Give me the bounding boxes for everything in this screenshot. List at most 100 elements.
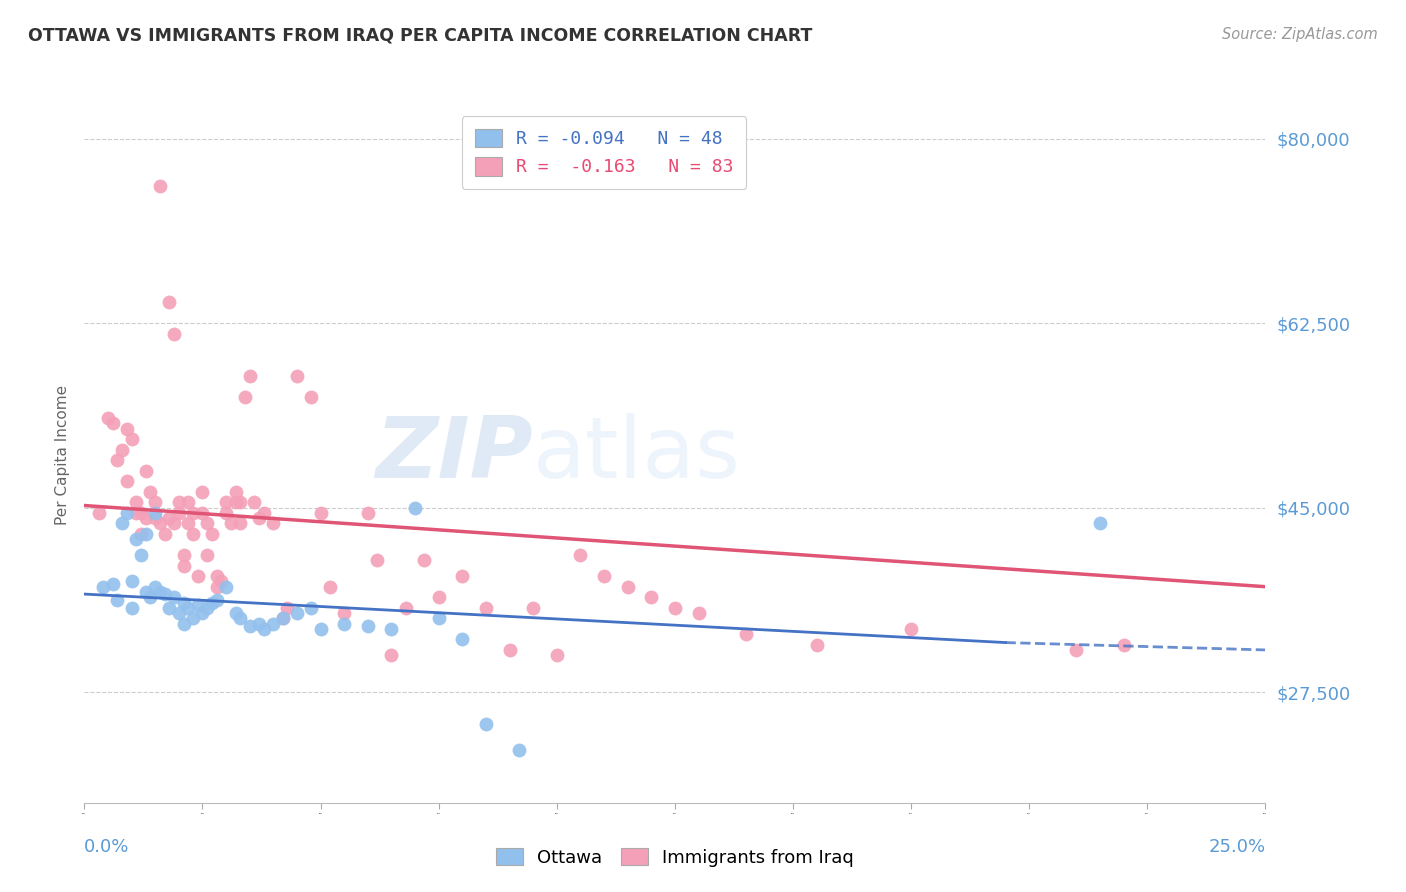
Y-axis label: Per Capita Income: Per Capita Income [55,384,70,525]
Point [195,516,218,531]
Point [125,533,148,547]
Point [177,600,200,615]
Point [806,638,828,652]
Point [101,576,124,591]
Point [87,506,110,520]
Point [195,600,218,615]
Text: atlas: atlas [533,413,741,497]
Point [1066,643,1088,657]
Point [101,417,124,431]
Point [135,585,157,599]
Point [129,548,152,562]
Point [135,464,157,478]
Point [181,506,204,520]
Point [404,500,426,515]
Point [173,616,195,631]
Point [111,442,134,457]
Point [225,606,247,620]
Point [181,527,204,541]
Point [357,618,380,632]
Point [157,600,180,615]
Point [451,632,474,647]
Point [163,516,186,531]
Point [271,611,294,625]
Point [177,495,200,509]
Point [139,591,162,605]
Point [129,506,152,520]
Point [546,648,568,663]
Point [247,616,270,631]
Point [121,432,143,446]
Point [276,600,298,615]
Point [271,611,294,625]
Point [139,484,162,499]
Point [115,421,138,435]
Point [201,595,224,609]
Point [616,580,638,594]
Point [125,495,148,509]
Point [299,600,322,615]
Point [205,569,228,583]
Point [115,506,138,520]
Point [191,484,214,499]
Text: 0.0%: 0.0% [84,838,129,856]
Point [1112,638,1135,652]
Point [498,643,520,657]
Point [593,569,616,583]
Point [153,527,176,541]
Point [262,516,284,531]
Point [333,606,356,620]
Point [143,495,166,509]
Point [380,648,402,663]
Point [167,506,190,520]
Point [149,179,172,194]
Point [149,585,172,599]
Text: OTTAWA VS IMMIGRANTS FROM IRAQ PER CAPITA INCOME CORRELATION CHART: OTTAWA VS IMMIGRANTS FROM IRAQ PER CAPIT… [28,27,813,45]
Text: ZIP: ZIP [375,413,533,497]
Point [475,716,498,731]
Point [187,569,209,583]
Point [201,527,224,541]
Point [173,548,195,562]
Point [225,495,247,509]
Point [247,511,270,525]
Point [121,600,143,615]
Point [121,574,143,589]
Point [734,627,756,641]
Point [239,618,262,632]
Legend: R = -0.094   N = 48, R =  -0.163   N = 83: R = -0.094 N = 48, R = -0.163 N = 83 [461,116,747,189]
Point [309,506,332,520]
Point [143,511,166,525]
Point [664,600,686,615]
Point [177,516,200,531]
Point [569,548,592,562]
Point [640,591,662,605]
Point [380,622,402,636]
Point [107,453,129,467]
Point [262,616,284,631]
Point [173,595,195,609]
Point [394,600,416,615]
Point [191,506,214,520]
Point [187,598,209,612]
Legend: Ottawa, Immigrants from Iraq: Ottawa, Immigrants from Iraq [489,841,860,874]
Point [157,295,180,310]
Point [475,600,498,615]
Point [427,591,450,605]
Point [173,558,195,573]
Point [229,611,252,625]
Point [125,506,148,520]
Point [157,511,180,525]
Point [333,616,356,631]
Point [215,580,238,594]
Point [205,593,228,607]
Point [167,606,190,620]
Text: 25.0%: 25.0% [1208,838,1265,856]
Point [688,606,710,620]
Point [299,390,322,404]
Point [97,411,120,425]
Point [253,506,276,520]
Point [135,511,157,525]
Point [181,611,204,625]
Point [143,580,166,594]
